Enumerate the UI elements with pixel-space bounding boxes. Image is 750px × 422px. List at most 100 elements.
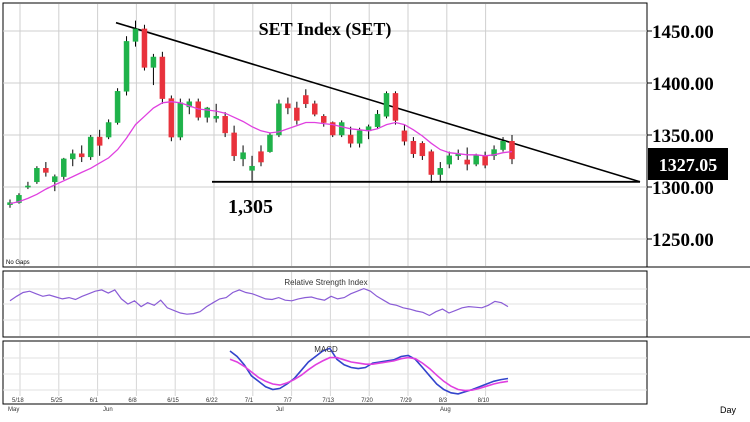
candle — [267, 132, 273, 153]
x-tick-label: 8/3 — [439, 398, 448, 404]
candle — [249, 155, 255, 181]
y-tick-label: 1350.00 — [652, 126, 714, 147]
candle-body — [249, 165, 255, 171]
candle-body — [374, 113, 381, 127]
x-axis-unit-label: Day — [720, 405, 737, 415]
candle — [87, 135, 94, 160]
price-y-ticks: 1450.00 1400.00 1350.00 1300.00 1250.00 — [647, 22, 714, 251]
candle-body — [473, 155, 479, 165]
candle-body — [446, 155, 452, 165]
candle — [437, 162, 444, 182]
candle — [34, 166, 40, 184]
candle-body — [419, 143, 426, 157]
candle-body — [267, 134, 273, 152]
candle-body — [168, 98, 175, 138]
candle — [428, 149, 435, 183]
candle-body — [482, 155, 488, 166]
candle — [285, 97, 291, 115]
candle — [392, 91, 399, 125]
x-month-label: May — [8, 407, 19, 413]
candle — [177, 98, 184, 141]
candle — [312, 100, 318, 117]
trendlines — [115, 21, 641, 183]
candle-body — [258, 151, 264, 163]
x-tick-label: 7/20 — [361, 398, 373, 404]
candle — [464, 147, 470, 171]
candle — [141, 24, 148, 71]
candle-body — [509, 140, 515, 160]
candle-body — [285, 103, 291, 109]
candle-body — [61, 158, 67, 177]
candle-body — [87, 136, 94, 158]
candle-body — [177, 102, 184, 138]
candle — [446, 151, 452, 169]
y-tick-label: 1250.00 — [652, 230, 714, 251]
candle-body — [132, 28, 139, 42]
candle — [240, 145, 246, 167]
x-tick-label: 5/25 — [51, 398, 63, 404]
candle-body — [159, 56, 166, 99]
x-tick-label: 5/18 — [12, 398, 24, 404]
x-tick-label: 6/15 — [167, 398, 179, 404]
candle-body — [491, 149, 497, 157]
x-tick-label: 7/13 — [322, 398, 334, 404]
candle — [114, 88, 121, 125]
support-label: 1,305 — [228, 196, 273, 218]
macd-signal-line — [229, 356, 509, 392]
candle — [222, 112, 228, 138]
candle-body — [150, 56, 157, 68]
candle — [78, 145, 85, 163]
candle-body — [321, 116, 327, 123]
candle — [70, 149, 76, 167]
candle — [500, 137, 506, 152]
candle-body — [52, 176, 58, 183]
candle-body — [356, 130, 363, 144]
candle-body — [96, 136, 103, 146]
candle — [132, 20, 139, 47]
candle — [410, 137, 417, 158]
candle — [356, 127, 363, 148]
x-tick-label: 7/7 — [284, 398, 293, 404]
x-month-label: Jul — [276, 407, 284, 413]
last-price-label: 1327.05 — [659, 155, 718, 175]
x-month-label: Jun — [103, 407, 113, 413]
macd-title: MACD — [314, 345, 338, 354]
candle-body — [240, 152, 246, 160]
candle — [25, 181, 31, 190]
x-tick-label: 6/8 — [128, 398, 137, 404]
candle — [374, 110, 381, 129]
candle — [258, 145, 264, 167]
candle — [61, 157, 67, 180]
candle-body — [34, 168, 40, 183]
candle-body — [70, 153, 76, 160]
candle-body — [464, 159, 470, 165]
candle — [231, 125, 237, 161]
candle — [52, 174, 58, 192]
candle-body — [78, 153, 85, 158]
candle — [294, 101, 300, 125]
candle — [347, 126, 354, 148]
x-month-label: Aug — [440, 407, 451, 413]
x-tick-label: 6/1 — [90, 398, 99, 404]
candle-body — [213, 116, 219, 119]
y-tick-label: 1450.00 — [652, 22, 714, 43]
x-tick-label: 7/29 — [400, 398, 412, 404]
price-gridlines — [3, 30, 647, 240]
candle — [43, 162, 49, 177]
candle — [168, 95, 175, 142]
candle-body — [141, 28, 148, 68]
candle-body — [303, 95, 309, 105]
candle — [96, 129, 103, 156]
y-tick-label: 1300.00 — [652, 178, 714, 199]
candle — [276, 99, 282, 138]
candle — [213, 103, 219, 123]
y-tick-label: 1400.00 — [652, 74, 714, 95]
macd-panel-frame — [2, 340, 648, 405]
candle — [491, 145, 497, 160]
candle-body — [329, 122, 336, 136]
rsi-title: Relative Strength Index — [284, 278, 367, 287]
candle — [419, 141, 426, 160]
lower-gridlines — [3, 4, 647, 396]
